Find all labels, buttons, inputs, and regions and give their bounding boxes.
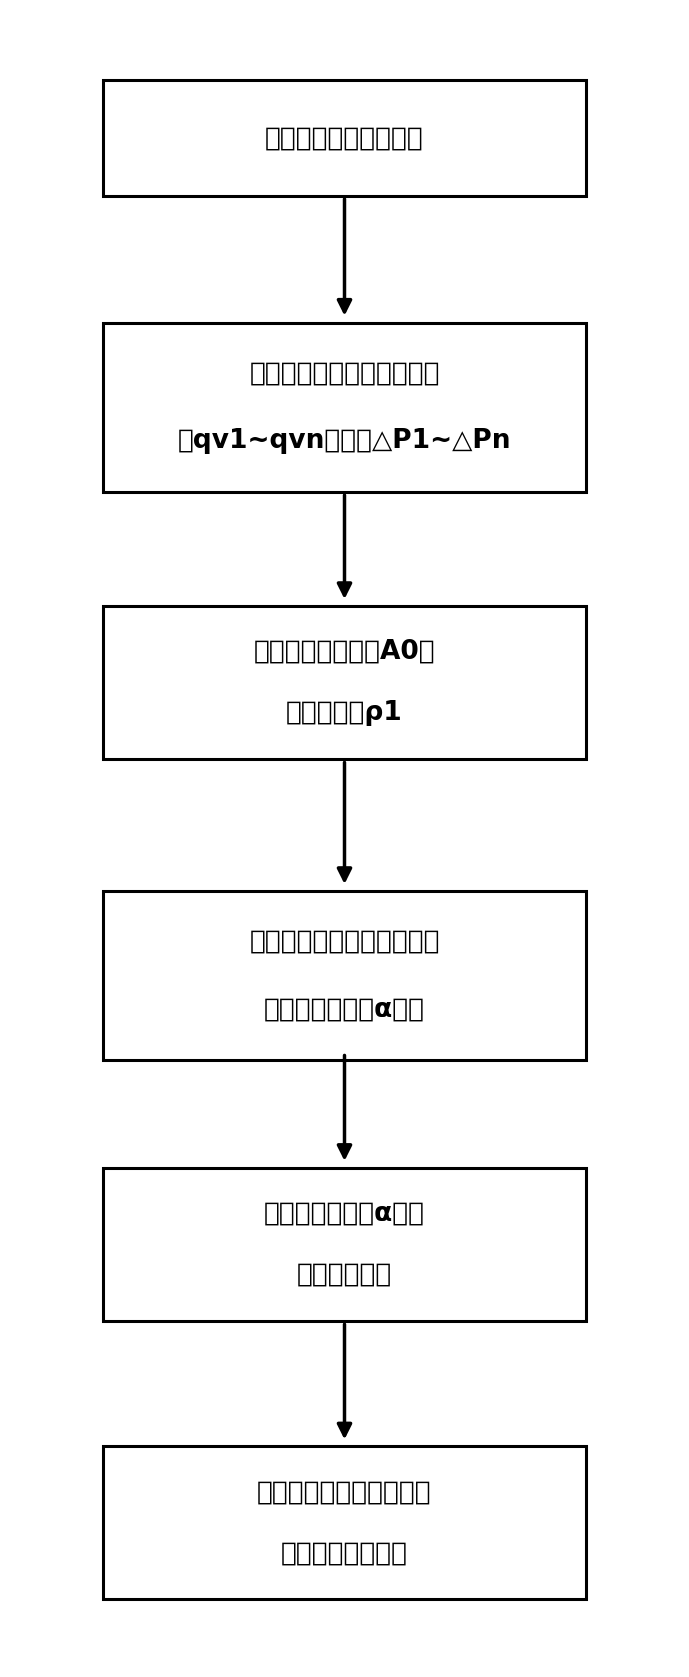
FancyBboxPatch shape xyxy=(103,1167,586,1321)
Text: 际工况下逼近的α真值: 际工况下逼近的α真值 xyxy=(264,996,425,1023)
Text: 流量测量结果对比: 流量测量结果对比 xyxy=(281,1539,408,1566)
Text: 应用计算得到的α真值: 应用计算得到的α真值 xyxy=(264,1201,425,1226)
Text: 测量多组数据：流体体积流: 测量多组数据：流体体积流 xyxy=(249,361,440,386)
Text: 测量节流孔截面积A0和: 测量节流孔截面积A0和 xyxy=(254,639,435,664)
Text: 测量流体流量: 测量流体流量 xyxy=(297,1261,392,1288)
FancyBboxPatch shape xyxy=(103,1446,586,1600)
FancyBboxPatch shape xyxy=(103,80,586,196)
Text: 根据流量基本方程式计算实: 根据流量基本方程式计算实 xyxy=(249,929,440,954)
Text: 将流量测量结果与对照组: 将流量测量结果与对照组 xyxy=(257,1479,432,1506)
FancyBboxPatch shape xyxy=(103,605,586,758)
Text: 选定流量系数标定装置: 选定流量系数标定装置 xyxy=(265,126,424,151)
FancyBboxPatch shape xyxy=(103,890,586,1060)
Text: 流体的密度ρ1: 流体的密度ρ1 xyxy=(286,699,403,726)
FancyBboxPatch shape xyxy=(103,322,586,491)
Text: 量qv1~qvn和差压△P1~△Pn: 量qv1~qvn和差压△P1~△Pn xyxy=(178,428,511,454)
